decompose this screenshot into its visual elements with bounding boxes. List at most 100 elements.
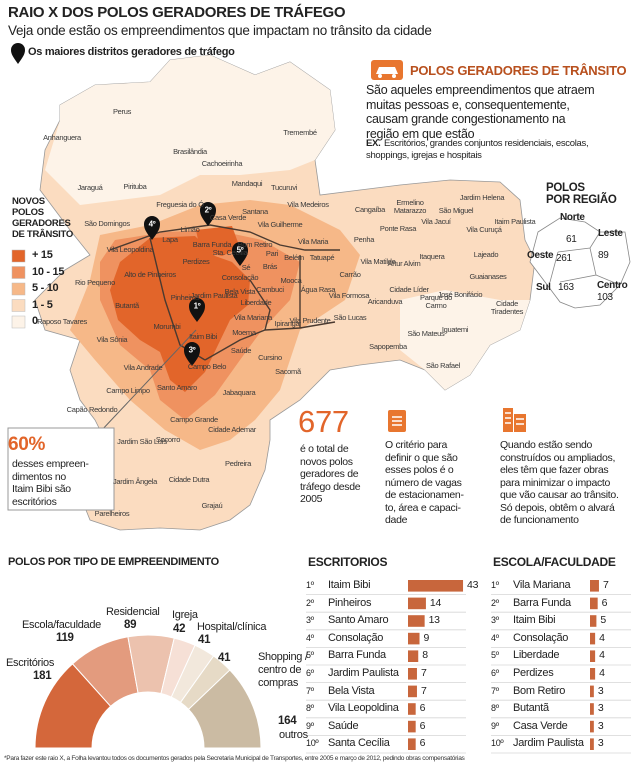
legend-swatch	[11, 282, 26, 296]
pin-label: 3º	[188, 345, 196, 355]
district-label: Perus	[112, 107, 132, 116]
fact-text: to, área e capaci-	[385, 501, 461, 514]
district-label: Saúde	[230, 346, 252, 355]
district-label: Capão Redondo	[66, 405, 118, 414]
district-label: Casa Verde	[209, 213, 247, 222]
rank: 10º	[491, 738, 504, 749]
info-text: causam grande congestionamento na	[366, 112, 566, 126]
district-label: Cursino	[258, 353, 282, 362]
district-label: Itaim Paulista	[494, 217, 536, 226]
district-label: Brasilândia	[173, 147, 207, 156]
district-label: Cidade Líder	[389, 285, 429, 294]
total-value: 677	[298, 404, 349, 439]
car-icon	[392, 74, 396, 78]
region-map-lines	[549, 231, 621, 286]
fact-text: Só depois, obtêm o alvará	[500, 501, 615, 514]
row-label: Liberdade	[513, 649, 560, 662]
bar-value: 6	[419, 719, 426, 732]
row-label: Casa Verde	[513, 719, 568, 732]
row-label: Saúde	[328, 719, 359, 732]
bar-value: 3	[597, 737, 604, 750]
district-label: Pirituba	[123, 182, 147, 191]
district-label: Raposo Tavares	[37, 317, 87, 326]
pin	[184, 342, 200, 366]
pin-label: 2º	[204, 205, 212, 215]
district-label: Água Rasa	[300, 285, 336, 294]
pin-label: 5º	[236, 245, 244, 255]
district-label: Limão	[180, 225, 200, 234]
rank: 8º	[491, 703, 499, 714]
district-label: Perdizes	[182, 257, 210, 266]
row-label: Vila Leopoldina	[328, 702, 399, 715]
callout-text: dimentos no	[12, 470, 66, 483]
slice-value: 41	[218, 652, 231, 664]
fact-text: de estacionamen-	[385, 489, 464, 501]
bar	[590, 668, 596, 680]
pin-label: 1º	[193, 301, 201, 311]
slice-value: 164	[278, 715, 297, 727]
district-label: Lajeado	[473, 250, 499, 259]
legend-swatch	[11, 249, 26, 263]
district-label: Cangaíba	[354, 205, 386, 214]
rank: 2º	[306, 597, 314, 608]
legend-label: 10 - 15	[32, 265, 65, 278]
row-label: Perdizes	[513, 667, 554, 679]
district-label: Cachoeirinha	[201, 159, 243, 168]
fact-text: de funcionamento	[500, 514, 579, 526]
region-name: Oeste	[527, 250, 554, 261]
bar	[408, 720, 416, 733]
title: RAIO X DOS POLOS GERADORES DE TRÁFEGO	[8, 4, 346, 21]
rank: 4º	[491, 632, 499, 643]
callout-text: desses empreen-	[12, 458, 89, 470]
legend-swatch	[11, 266, 26, 279]
district-label: Consolação	[221, 273, 259, 282]
rank: 6º	[491, 668, 499, 678]
row-label: Barra Funda	[328, 649, 386, 662]
district-label: Vila Maria	[297, 237, 329, 246]
callout-text: escritórios	[12, 495, 57, 508]
info-example: Escritórios, grandes conjuntos residenci…	[384, 138, 589, 149]
footnote: *Para fazer este raio X, a Folha levanto…	[4, 755, 465, 762]
rank: 4º	[306, 632, 314, 643]
rank: 6º	[306, 668, 314, 678]
row-label: Itaim Bibi	[513, 614, 556, 627]
fact-text: 2005	[300, 493, 323, 505]
bar-value: 8	[422, 649, 428, 662]
bar-value: 4	[599, 631, 605, 644]
legend-swatch	[11, 299, 26, 312]
district-label: Sapopemba	[369, 342, 407, 351]
district-label: Jardim Helena	[459, 193, 505, 202]
district-label: Barra Funda	[192, 240, 232, 249]
bar-value: 3	[597, 684, 604, 697]
district-label: Anhanguera	[43, 133, 81, 142]
fact-text: eles têm que fazer obras	[500, 464, 609, 476]
district-label: São Lucas	[333, 313, 367, 322]
bar	[590, 580, 599, 592]
district-label: Ermelino Matarazzo	[393, 198, 427, 215]
bar	[408, 738, 416, 750]
region-value: 261	[556, 253, 572, 264]
legend-title: NOVOS	[12, 196, 45, 207]
bar	[408, 668, 417, 680]
fact-text: para minimizar o impacto	[500, 476, 611, 489]
district-label: Morumbi	[153, 322, 181, 331]
district-label: Vila Formosa	[328, 291, 370, 300]
row-label: Santa Cecília	[328, 737, 390, 750]
bar	[590, 720, 594, 733]
region-top	[196, 226, 240, 256]
district-label: São Miguel	[438, 206, 474, 215]
rank: 10º	[306, 738, 319, 749]
document-icon	[392, 416, 402, 426]
bar-value: 43	[467, 579, 479, 591]
row-label: Itaim Bibi	[328, 579, 371, 591]
district-label: Vila Matilde	[360, 257, 396, 266]
bar	[590, 650, 596, 662]
info-title: POLOS GERADORES DE TRÂNSITO	[410, 63, 627, 78]
bar-value: 13	[428, 614, 440, 627]
district-label: Sta. Cecília	[212, 248, 248, 257]
region-value: 89	[598, 250, 609, 261]
slice-label: Shopping / centro de compras	[258, 651, 308, 689]
pin	[189, 298, 205, 322]
slice-label: Escritórios	[6, 657, 55, 669]
